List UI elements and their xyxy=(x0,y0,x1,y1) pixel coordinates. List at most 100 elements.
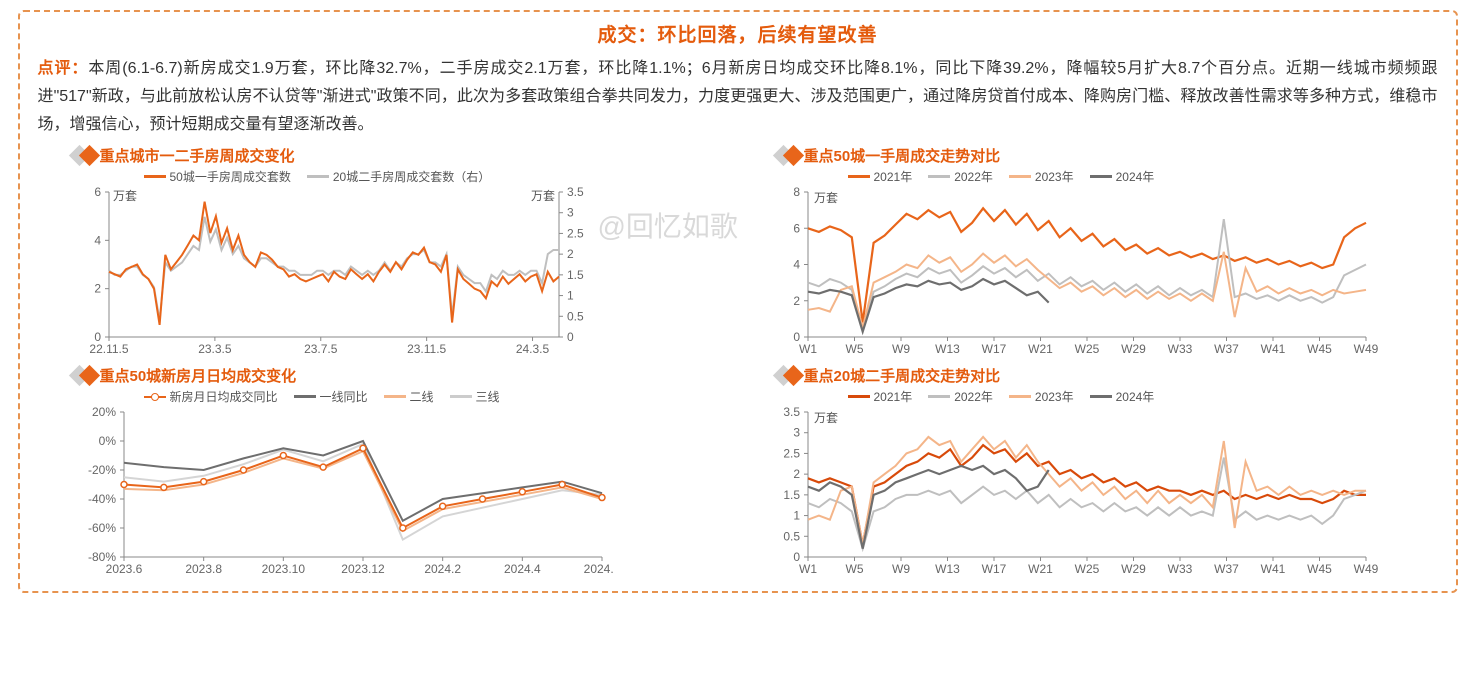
svg-text:万套: 万套 xyxy=(814,191,838,205)
chart-monthly-yoy: 重点50城新房月日均成交变化 新房月日均成交同比一线同比二线三线 -80%-60… xyxy=(54,365,718,581)
svg-text:23.7.5: 23.7.5 xyxy=(304,342,338,356)
legend-item: 20城二手房周成交套数（右） xyxy=(307,168,490,185)
svg-text:1: 1 xyxy=(793,509,800,523)
legend-item: 2022年 xyxy=(928,388,993,405)
svg-text:W33: W33 xyxy=(1167,342,1192,356)
svg-text:0.5: 0.5 xyxy=(567,309,584,323)
svg-text:3.5: 3.5 xyxy=(783,406,800,419)
svg-text:W37: W37 xyxy=(1214,342,1239,356)
legend-label: 20城二手房周成交套数（右） xyxy=(333,168,490,185)
commentary-label: 点评： xyxy=(38,60,89,77)
legend-item: 2024年 xyxy=(1090,388,1155,405)
chart4-title: 重点20城二手周成交走势对比 xyxy=(804,365,1001,386)
legend-label: 一线同比 xyxy=(320,388,368,405)
legend-item: 2023年 xyxy=(1009,168,1074,185)
svg-text:1.5: 1.5 xyxy=(567,268,584,282)
legend-item: 2021年 xyxy=(848,168,913,185)
legend-swatch-icon xyxy=(450,395,472,398)
svg-text:1.5: 1.5 xyxy=(783,488,800,502)
chart-50city-new-compare: @回忆如歌 重点50城一手周成交走势对比 2021年2022年2023年2024… xyxy=(758,145,1422,361)
diamond-bullet-icon xyxy=(72,148,92,163)
legend-item: 二线 xyxy=(384,388,434,405)
svg-text:W9: W9 xyxy=(892,562,910,576)
legend-label: 2024年 xyxy=(1116,168,1155,185)
svg-text:22.11.5: 22.11.5 xyxy=(89,342,128,356)
svg-text:2: 2 xyxy=(94,282,101,296)
svg-text:W1: W1 xyxy=(799,562,817,576)
chart-weekly-sales: 重点城市一二手房周成交变化 50城一手房周成交套数20城二手房周成交套数（右） … xyxy=(54,145,718,361)
chart4-plot: 00.511.522.533.5万套W1W5W9W13W17W21W25W29W… xyxy=(758,406,1378,581)
chart-20city-second-compare: 重点20城二手周成交走势对比 2021年2022年2023年2024年 00.5… xyxy=(758,365,1422,581)
legend-swatch-icon xyxy=(928,175,950,178)
legend-label: 新房月日均成交同比 xyxy=(170,388,278,405)
svg-text:23.3.5: 23.3.5 xyxy=(198,342,232,356)
legend-item: 2024年 xyxy=(1090,168,1155,185)
svg-text:W13: W13 xyxy=(935,562,960,576)
legend-swatch-icon xyxy=(144,175,166,178)
svg-text:-20%: -20% xyxy=(87,463,115,477)
svg-text:W25: W25 xyxy=(1074,562,1099,576)
legend-swatch-icon xyxy=(848,395,870,398)
svg-text:0: 0 xyxy=(567,330,574,344)
svg-text:3: 3 xyxy=(793,426,800,440)
svg-text:2023.6: 2023.6 xyxy=(105,562,142,576)
diamond-bullet-icon xyxy=(776,368,796,383)
legend-label: 2023年 xyxy=(1035,388,1074,405)
legend-item: 三线 xyxy=(450,388,500,405)
legend-label: 三线 xyxy=(476,388,500,405)
svg-text:6: 6 xyxy=(94,186,101,199)
legend-label: 2024年 xyxy=(1116,388,1155,405)
chart4-title-row: 重点20城二手周成交走势对比 xyxy=(758,365,1422,386)
svg-text:2023.10: 2023.10 xyxy=(261,562,305,576)
svg-text:W13: W13 xyxy=(935,342,960,356)
svg-text:2: 2 xyxy=(567,247,574,261)
svg-text:W41: W41 xyxy=(1260,562,1285,576)
commentary-text: 本周(6.1-6.7)新房成交1.9万套，环比降32.7%，二手房成交2.1万套… xyxy=(38,60,1438,133)
report-title: 成交：环比回落，后续有望改善 xyxy=(34,20,1442,47)
svg-text:2: 2 xyxy=(793,467,800,481)
svg-text:3.5: 3.5 xyxy=(567,186,584,199)
svg-text:W21: W21 xyxy=(1028,342,1053,356)
svg-text:3: 3 xyxy=(567,206,574,220)
svg-text:W25: W25 xyxy=(1074,342,1099,356)
svg-text:W29: W29 xyxy=(1121,562,1146,576)
legend-swatch-icon xyxy=(144,396,166,398)
legend-item: 2023年 xyxy=(1009,388,1074,405)
svg-text:6: 6 xyxy=(793,221,800,235)
diamond-bullet-icon xyxy=(72,368,92,383)
svg-text:万套: 万套 xyxy=(113,189,137,203)
svg-text:-60%: -60% xyxy=(87,521,115,535)
legend-swatch-icon xyxy=(1090,175,1112,178)
svg-text:2024.4: 2024.4 xyxy=(503,562,540,576)
legend-swatch-icon xyxy=(307,175,329,178)
svg-text:-40%: -40% xyxy=(87,492,115,506)
svg-text:W49: W49 xyxy=(1353,562,1377,576)
legend-label: 2023年 xyxy=(1035,168,1074,185)
svg-text:24.3.5: 24.3.5 xyxy=(515,342,549,356)
svg-text:0%: 0% xyxy=(98,434,116,448)
legend-item: 50城一手房周成交套数 xyxy=(144,168,291,185)
legend-label: 二线 xyxy=(410,388,434,405)
svg-text:20%: 20% xyxy=(91,406,115,419)
svg-text:4: 4 xyxy=(793,258,800,272)
svg-text:W45: W45 xyxy=(1307,562,1332,576)
legend-item: 2021年 xyxy=(848,388,913,405)
svg-text:0.5: 0.5 xyxy=(783,529,800,543)
svg-text:W45: W45 xyxy=(1307,342,1332,356)
chart2-plot: 02468万套W1W5W9W13W17W21W25W29W33W37W41W45… xyxy=(758,186,1378,361)
legend-item: 新房月日均成交同比 xyxy=(144,388,278,405)
chart2-legend: 2021年 2022年 2023年 2024年 xyxy=(758,168,1422,185)
chart4-legend: 2021年 2022年 2023年 2024年 xyxy=(758,388,1422,405)
svg-text:4: 4 xyxy=(94,233,101,247)
legend-label: 2022年 xyxy=(954,168,993,185)
svg-text:W33: W33 xyxy=(1167,562,1192,576)
svg-text:23.11.5: 23.11.5 xyxy=(407,342,446,356)
svg-text:2024.2: 2024.2 xyxy=(424,562,461,576)
svg-text:W9: W9 xyxy=(892,342,910,356)
svg-text:2024.6: 2024.6 xyxy=(583,562,613,576)
svg-text:2023.12: 2023.12 xyxy=(341,562,385,576)
chart3-legend: 新房月日均成交同比 一线同比 二线 三线 xyxy=(54,388,718,405)
legend-swatch-icon xyxy=(928,395,950,398)
svg-text:W5: W5 xyxy=(845,562,863,576)
legend-label: 50城一手房周成交套数 xyxy=(170,168,291,185)
